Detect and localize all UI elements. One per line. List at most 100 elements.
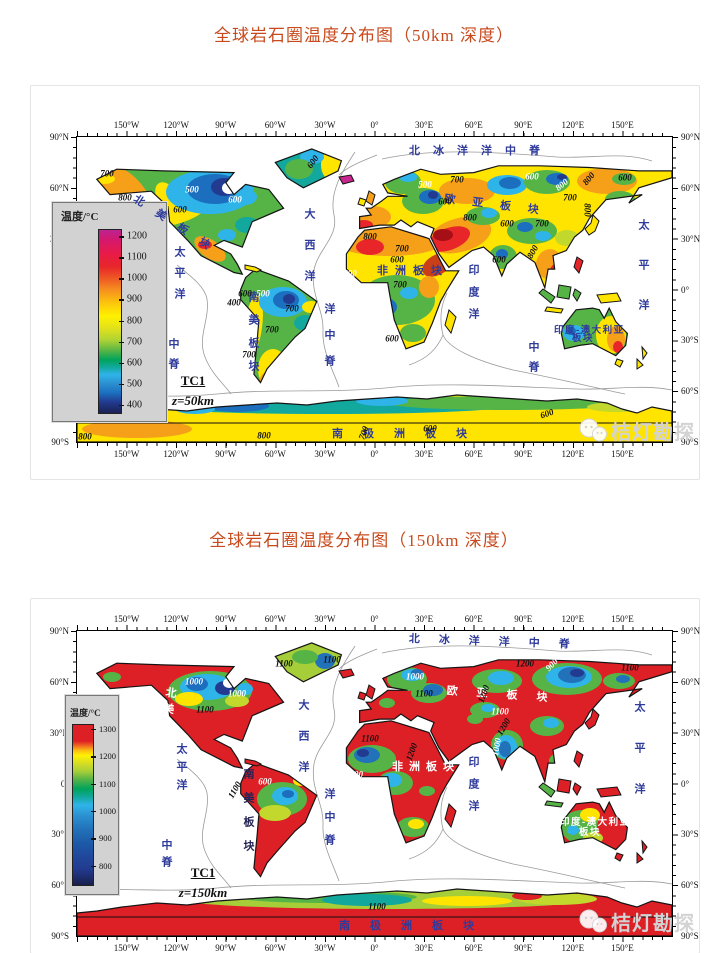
colorbar bbox=[72, 724, 94, 886]
lon-axis-label: 60°E bbox=[464, 614, 483, 624]
legend-title: 温度/°C bbox=[70, 708, 101, 718]
lon-axis-label: 90°E bbox=[514, 943, 533, 953]
temperature-value: 1000 bbox=[228, 688, 246, 699]
colorbar-tick bbox=[119, 362, 124, 365]
lat-axis-label: 60°S bbox=[681, 880, 699, 891]
lon-axis-label: 30°E bbox=[415, 614, 434, 624]
continent-eurasia bbox=[359, 659, 672, 783]
axis-ticks bbox=[672, 137, 676, 442]
lat-axis-label: 60°N bbox=[681, 676, 701, 687]
watermark: 桔灯勘探 bbox=[578, 907, 695, 936]
colorbar-tick bbox=[119, 257, 124, 259]
watermark: 桔灯勘探 bbox=[578, 416, 695, 445]
lat-axis-label: 90°S bbox=[51, 437, 69, 447]
lat-axis-label: 90°S bbox=[51, 931, 69, 941]
axis-ticks bbox=[77, 936, 672, 940]
lat-axis-label: 30°S bbox=[51, 829, 69, 840]
lon-axis-label: 150°W bbox=[113, 120, 140, 130]
temperature-value: 700 bbox=[285, 303, 299, 314]
wechat-bubbles-icon bbox=[579, 418, 607, 441]
map-label: 印度-澳大利亚 bbox=[560, 817, 631, 828]
colorbar-tick bbox=[91, 756, 96, 758]
temperature-value: 1100 bbox=[491, 706, 509, 717]
lon-axis-label: 0° bbox=[370, 943, 379, 953]
temperature-value: 700 bbox=[395, 243, 409, 254]
lon-axis-label: 150°E bbox=[611, 614, 634, 624]
axis-ticks bbox=[672, 631, 678, 936]
temperature-value: 1100 bbox=[323, 654, 341, 665]
colorbar-tick bbox=[119, 341, 124, 344]
colorbar-tick-label: 1000 bbox=[127, 272, 147, 284]
colorbar-tick-label: 500 bbox=[127, 378, 142, 390]
lat-axis-label: 30°N bbox=[681, 727, 701, 738]
lon-axis-label: 30°E bbox=[415, 449, 434, 459]
temperature-value: 1000 bbox=[185, 676, 203, 687]
lon-axis-label: 90°E bbox=[514, 614, 533, 624]
map-label: 中脊 bbox=[167, 338, 179, 378]
model-depth-label: TC1 z=150km bbox=[163, 861, 243, 903]
lon-axis-label: 150°E bbox=[611, 943, 634, 953]
lat-axis-label: 60°N bbox=[49, 182, 69, 193]
colorbar-tick-label: 800 bbox=[99, 860, 112, 871]
map-label: 洋中脊 bbox=[323, 303, 335, 381]
ocean-ridge-lines bbox=[77, 645, 672, 892]
lon-axis-label: 120°E bbox=[561, 943, 585, 953]
temperature-value: 700 bbox=[242, 349, 256, 360]
lon-axis-label: 60°W bbox=[264, 120, 286, 130]
temperature-value: 800 bbox=[257, 430, 271, 441]
lon-axis-label: 30°W bbox=[314, 449, 336, 459]
lon-axis-label: 30°W bbox=[314, 943, 336, 953]
lat-axis-label: 60°N bbox=[681, 182, 701, 193]
map-label: 印度-澳大利亚 bbox=[554, 325, 625, 336]
colorbar-tick-label: 1100 bbox=[99, 778, 116, 789]
colorbar-tick-label: 400 bbox=[127, 399, 142, 411]
map-label: 大西洋 bbox=[303, 208, 315, 301]
lon-axis-label: 120°W bbox=[163, 943, 189, 953]
colorbar-tick-label: 800 bbox=[127, 315, 142, 326]
lat-axis-label: 30°S bbox=[681, 335, 699, 346]
figure-title-50km: 全球岩石圈温度分布图（50km 深度） bbox=[214, 26, 514, 45]
map-plot-150km: 150°W 150°W 120°W 120°W 90°W 90°W 60°W 60°W 30°W… bbox=[50, 614, 700, 953]
lat-axis-label: 0° bbox=[681, 284, 690, 295]
map-label: 板块 bbox=[572, 333, 595, 344]
lon-axis-label: 120°E bbox=[561, 614, 585, 624]
temperature-value: 700 bbox=[563, 192, 577, 203]
lon-axis-label: 30°W bbox=[314, 120, 336, 130]
temperature-legend: 温度/°C 1300 1200 1100 1000 900 800 bbox=[65, 695, 119, 895]
temperature-value: 1200 bbox=[516, 658, 534, 669]
lon-axis-label: 120°W bbox=[163, 614, 189, 624]
colorbar-tick bbox=[119, 404, 124, 407]
lon-axis-label: 60°E bbox=[464, 449, 483, 459]
lon-axis-label: 150°W bbox=[113, 449, 140, 459]
temperature-value: 1100 bbox=[368, 901, 386, 912]
map-label: 太平洋 bbox=[637, 219, 649, 339]
temperature-value: 400 bbox=[227, 297, 241, 308]
colorbar-tick bbox=[119, 299, 124, 301]
axis-ticks bbox=[672, 137, 678, 442]
lon-axis-label: 0° bbox=[370, 120, 379, 130]
lat-axis-label: 60°S bbox=[681, 386, 699, 397]
continent-australia bbox=[560, 801, 629, 851]
figure-50km: 150°W 150°W 120°W 120°W 90°W 90°W 60°W 60°W 30°W… bbox=[30, 85, 700, 480]
colorbar-tick-label: 900 bbox=[127, 293, 142, 305]
lat-axis-label: 60°N bbox=[49, 676, 69, 687]
temperature-value: 600 bbox=[390, 254, 404, 265]
colorbar-tick bbox=[91, 783, 96, 786]
temperature-value: 1000 bbox=[406, 671, 424, 682]
map-label: 南极洲板块 bbox=[332, 428, 487, 440]
depth-value: z=150km bbox=[178, 885, 228, 901]
temperature-value: 600 bbox=[238, 288, 252, 299]
lon-axis-label: 90°E bbox=[514, 120, 533, 130]
watermark-text: 桔灯勘探 bbox=[611, 422, 695, 444]
lon-axis-label: 60°W bbox=[264, 614, 286, 624]
colorbar-tick-label: 700 bbox=[127, 336, 142, 348]
temperature-value: 700 bbox=[393, 279, 407, 290]
temperature-value: 600 bbox=[618, 172, 632, 183]
temperature-value: 600 bbox=[228, 194, 242, 205]
lat-axis-label: 90°S bbox=[681, 931, 699, 941]
temperature-value: 800 bbox=[78, 431, 92, 442]
lon-axis-label: 30°E bbox=[415, 943, 434, 953]
model-name: TC1 bbox=[180, 373, 206, 388]
continent-antarctica bbox=[77, 394, 672, 442]
map-label: 印度洋 bbox=[467, 264, 479, 330]
